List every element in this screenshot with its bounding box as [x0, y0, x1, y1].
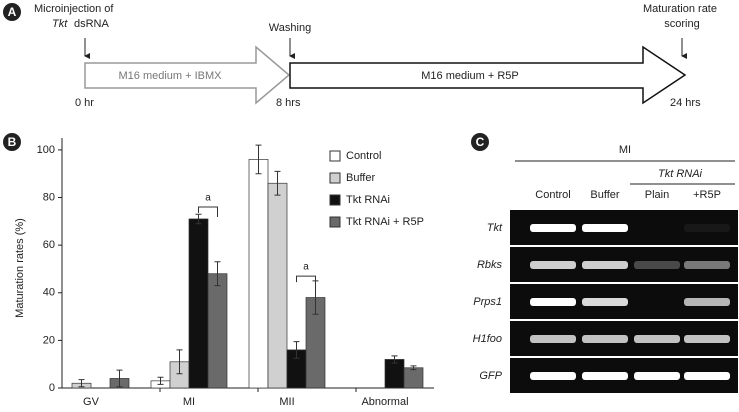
bar — [403, 367, 424, 389]
step-label: Washing — [269, 22, 311, 34]
band — [634, 372, 680, 380]
gene-label: Rbks — [477, 259, 503, 271]
error-bar — [176, 349, 183, 375]
error-bar — [157, 376, 164, 385]
y-tick-label: 0 — [49, 382, 55, 394]
gel: Control Buffer Plain +R5P Tkt Rbks Prps1 H1foo G… — [473, 189, 738, 393]
panel-badge — [3, 133, 21, 151]
legend-label: Control — [346, 150, 381, 162]
error-bar — [78, 379, 85, 388]
error-bar — [214, 261, 221, 287]
column-label: Buffer — [590, 189, 619, 201]
band — [684, 224, 730, 232]
gene-label: Tkt — [487, 222, 503, 234]
error-bar — [255, 144, 262, 175]
error-bar — [274, 170, 281, 196]
x-tick-label: GV — [83, 396, 100, 407]
error-bar — [116, 369, 123, 388]
panel-badge — [3, 3, 21, 21]
band — [684, 261, 730, 269]
band — [684, 372, 730, 380]
step-label: dsRNA — [74, 18, 110, 30]
error-bar — [293, 341, 300, 359]
y-axis-label: Maturation rates (%) — [14, 218, 26, 318]
y-tick-label: 40 — [43, 287, 55, 299]
y-tick-label: 20 — [43, 334, 55, 346]
column-label: +R5P — [693, 189, 721, 201]
band — [530, 335, 576, 343]
bar — [188, 218, 209, 389]
step-label: Tkt — [52, 18, 68, 30]
time-label: 24 hrs — [670, 97, 701, 109]
bar — [267, 182, 288, 389]
band — [582, 224, 628, 232]
group-label: Tkt RNAi — [658, 168, 703, 180]
time-label: 8 hrs — [276, 97, 301, 109]
bar — [248, 159, 269, 389]
band — [582, 335, 628, 343]
y-tick-label: 80 — [43, 191, 55, 203]
band — [530, 298, 576, 306]
error-bar — [410, 365, 417, 371]
legend-swatch — [329, 150, 341, 162]
legend-label: Tkt RNAi — [346, 194, 390, 206]
band — [530, 372, 576, 380]
error-bar — [195, 213, 202, 225]
step-label: Microinjection of — [34, 3, 114, 15]
step-label: scoring — [664, 18, 699, 30]
x-tick-label: MI — [183, 396, 195, 407]
y-tick-label: 100 — [37, 144, 55, 156]
band — [684, 298, 730, 306]
band — [684, 335, 730, 343]
legend-label: Tkt RNAi + R5P — [346, 216, 424, 228]
bar — [384, 359, 405, 389]
x-tick-label: MII — [279, 396, 294, 407]
annotation: a — [205, 193, 211, 204]
phase-arrow — [289, 45, 687, 105]
stage-label: MI — [619, 144, 631, 156]
plot: 0 20 40 60 80 100 GV MI MII Abnormal a a Control Buff… — [37, 138, 434, 408]
time-label: 0 hr — [75, 97, 94, 109]
band — [634, 261, 680, 269]
bar — [207, 273, 228, 389]
annotation: a — [303, 262, 309, 273]
step-label: Maturation rate — [643, 3, 717, 15]
gene-label: GFP — [479, 370, 502, 382]
legend-swatch — [329, 172, 341, 184]
band — [582, 298, 628, 306]
panel-label: C — [476, 135, 485, 149]
panel-badge — [471, 133, 489, 151]
legend-label: Buffer — [346, 172, 375, 184]
band — [530, 261, 576, 269]
band — [582, 372, 628, 380]
panel-label: A — [8, 5, 17, 19]
band — [530, 224, 576, 232]
bracket — [198, 206, 218, 218]
y-tick-label: 60 — [43, 239, 55, 251]
phase-arrow — [84, 45, 291, 105]
x-tick-label: Abnormal — [361, 396, 408, 407]
error-bar — [391, 355, 398, 364]
legend-swatch — [329, 194, 341, 206]
gene-label: Prps1 — [473, 296, 502, 308]
band — [634, 335, 680, 343]
legend-swatch — [329, 216, 341, 228]
bracket — [296, 275, 316, 287]
column-label: Plain — [645, 189, 669, 201]
column-label: Control — [535, 189, 570, 201]
band — [582, 261, 628, 269]
panel-label: B — [8, 135, 17, 149]
phase-label: M16 medium + R5P — [421, 70, 519, 82]
phase-label: M16 medium + IBMX — [118, 70, 222, 82]
gene-label: H1foo — [473, 333, 502, 345]
